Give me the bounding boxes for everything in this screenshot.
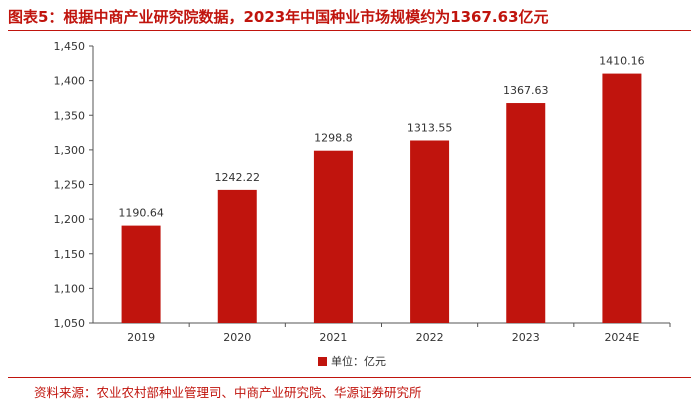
- x-tick-label: 2019: [127, 331, 155, 344]
- y-tick-label: 1,050: [54, 317, 86, 330]
- bar: [410, 140, 450, 323]
- bar: [506, 103, 546, 323]
- y-tick-label: 1,100: [54, 282, 86, 295]
- bar: [217, 189, 257, 323]
- y-tick-label: 1,300: [54, 144, 86, 157]
- data-label: 1410.16: [599, 55, 645, 68]
- bar: [602, 73, 642, 323]
- bar: [313, 150, 353, 323]
- x-tick-label: 2022: [416, 331, 444, 344]
- chart-title: 图表5：根据中商产业研究院数据，2023年中国种业市场规模约为1367.63亿元: [8, 8, 549, 26]
- data-label: 1298.8: [314, 132, 353, 145]
- x-tick-label: 2023: [512, 331, 540, 344]
- y-tick-label: 1,200: [54, 213, 86, 226]
- legend: 单位：亿元: [318, 353, 386, 369]
- y-tick-label: 1,350: [54, 109, 86, 122]
- x-tick-label: 2020: [223, 331, 251, 344]
- title-rule: [8, 30, 691, 31]
- y-tick-label: 1,450: [54, 40, 86, 53]
- data-label: 1367.63: [503, 84, 549, 97]
- data-label: 1190.64: [118, 207, 164, 220]
- legend-swatch: [318, 356, 327, 366]
- legend-label: 单位：亿元: [331, 355, 386, 368]
- bar: [121, 225, 161, 323]
- x-tick-label: 2021: [319, 331, 347, 344]
- y-tick-label: 1,400: [54, 75, 86, 88]
- y-tick-label: 1,150: [54, 248, 86, 261]
- source-rule: [8, 377, 691, 378]
- source-note: 资料来源：农业农村部种业管理司、中商产业研究院、华源证券研究所: [34, 385, 422, 400]
- y-tick-label: 1,250: [54, 179, 86, 192]
- x-tick-label: 2024E: [604, 331, 639, 344]
- data-label: 1313.55: [407, 121, 453, 134]
- data-label: 1242.22: [215, 171, 261, 184]
